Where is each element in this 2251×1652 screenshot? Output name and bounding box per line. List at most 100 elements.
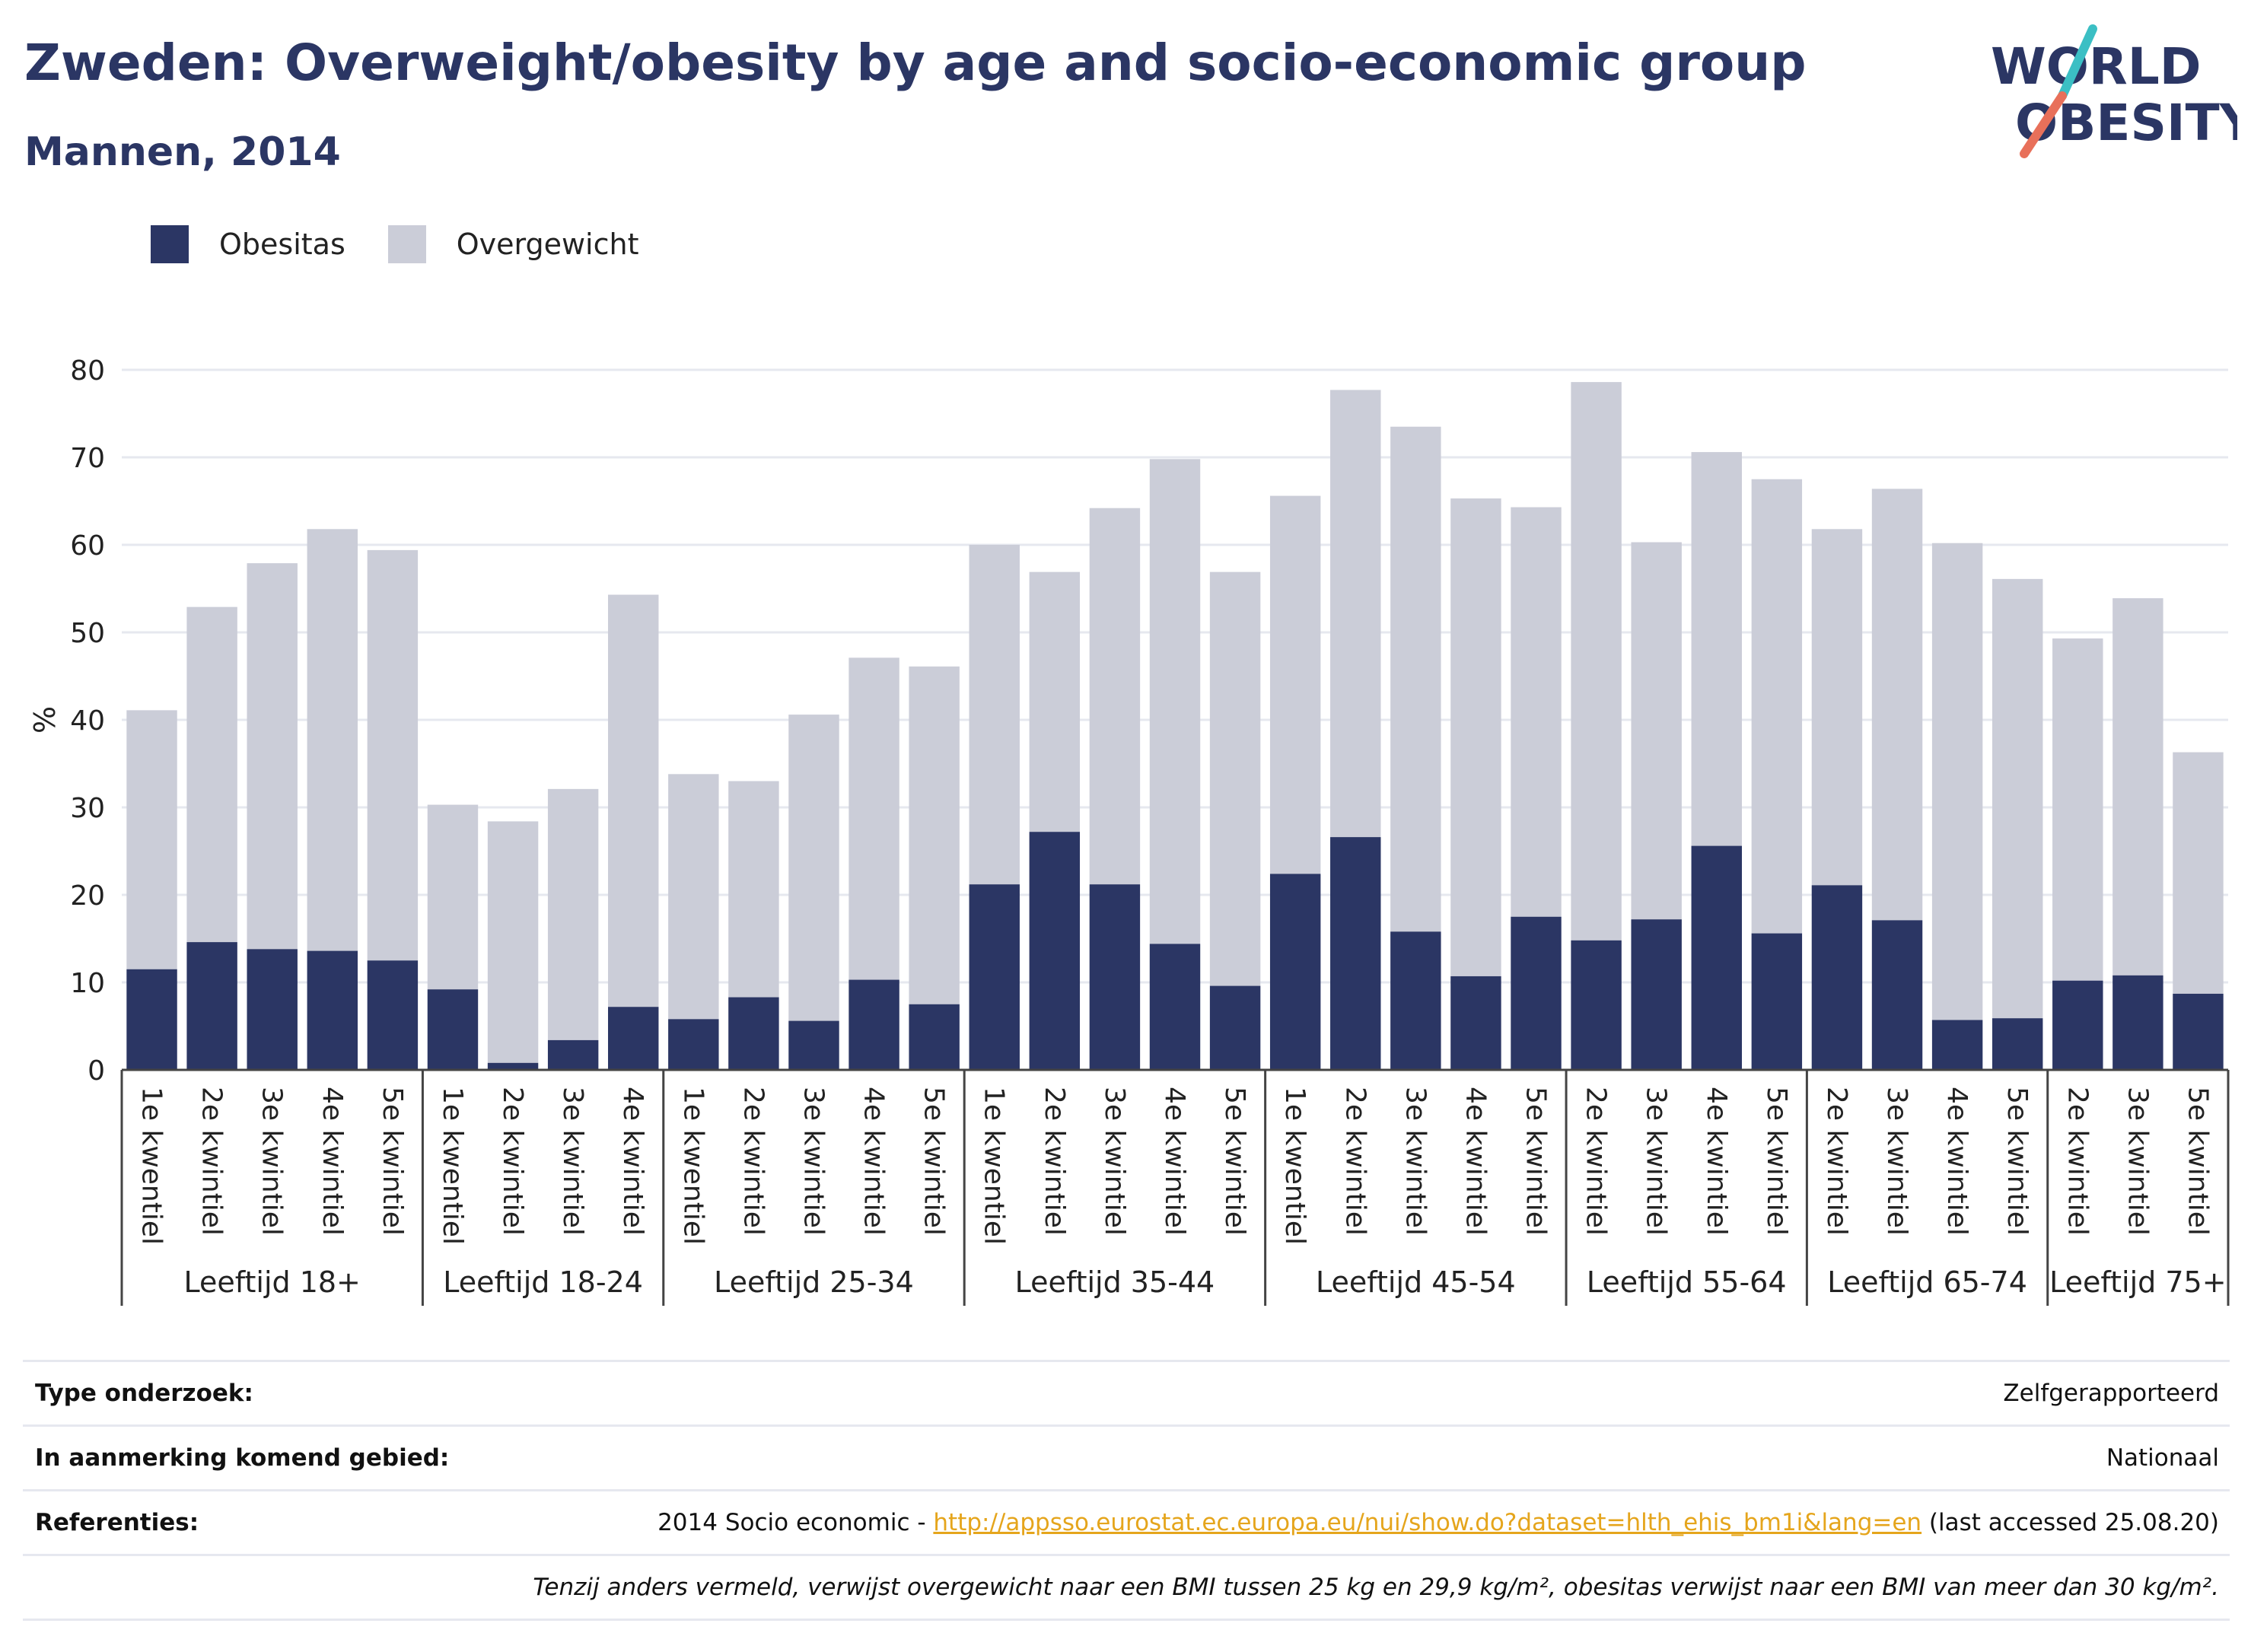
x-tick-label: 4e kwintiel — [1941, 1087, 1972, 1236]
bar-obesitas — [2173, 993, 2224, 1070]
info-row-references: Referenties: 2014 Socio economic - http:… — [23, 1489, 2230, 1554]
bar-overgewicht — [1631, 542, 1682, 920]
bar-obesitas — [1450, 976, 1501, 1070]
x-tick-label: 5e kwintiel — [1520, 1087, 1552, 1236]
x-tick-label: 4e kwintiel — [1701, 1087, 1732, 1236]
y-tick-label: 60 — [70, 530, 105, 562]
bar-obesitas — [969, 884, 1020, 1070]
info-label-type: Type onderzoek: — [35, 1380, 253, 1407]
x-tick-label: 5e kwintiel — [1761, 1087, 1792, 1236]
bar-obesitas — [788, 1020, 839, 1070]
bar-obesitas — [1269, 874, 1321, 1070]
x-tick-label: 5e kwintiel — [919, 1087, 950, 1236]
bar-obesitas — [1931, 1020, 1983, 1070]
legend-item-obesitas[interactable]: Obesitas — [151, 225, 345, 263]
group-label: Leeftijd 18-24 — [443, 1265, 643, 1299]
bar-overgewicht — [2173, 752, 2224, 994]
x-tick-label: 1e kwentiel — [677, 1087, 708, 1245]
y-tick-label: 70 — [70, 443, 105, 474]
y-tick-label: 80 — [70, 355, 105, 387]
bar-obesitas — [668, 1019, 719, 1070]
legend-label-obesitas: Obesitas — [219, 228, 345, 261]
y-tick-label: 40 — [70, 705, 105, 737]
bar-overgewicht — [186, 606, 237, 943]
x-tick-label: 2e kwintiel — [497, 1087, 528, 1236]
info-value-references: 2014 Socio economic - http://appsso.euro… — [657, 1509, 2230, 1536]
bar-obesitas — [247, 949, 298, 1070]
group-label: Leeftijd 75+ — [2049, 1265, 2226, 1299]
chart-title: Zweden: Overweight/obesity by age and so… — [24, 33, 1807, 92]
x-tick-label: 3e kwintiel — [557, 1087, 588, 1236]
x-tick-label: 1e kwentiel — [1279, 1087, 1310, 1245]
group-label: Leeftijd 35-44 — [1015, 1265, 1215, 1299]
bar-overgewicht — [1751, 479, 1803, 934]
bar-obesitas — [909, 1004, 960, 1070]
y-axis-label: % — [28, 706, 62, 734]
bar-overgewicht — [1811, 529, 1863, 886]
x-tick-label: 4e kwintiel — [1159, 1087, 1190, 1236]
bar-overgewicht — [2052, 638, 2103, 981]
bar-obesitas — [1631, 919, 1682, 1070]
bar-obesitas — [849, 979, 899, 1070]
bar-obesitas — [487, 1062, 539, 1070]
info-label-references: Referenties: — [35, 1509, 199, 1536]
bar-obesitas — [1992, 1018, 2043, 1070]
reference-link[interactable]: http://appsso.eurostat.ec.europa.eu/nui/… — [933, 1509, 1922, 1536]
x-tick-label: 1e kwentiel — [437, 1087, 468, 1245]
bar-obesitas — [1511, 916, 1562, 1070]
bar-overgewicht — [247, 563, 298, 950]
x-tick-label: 3e kwintiel — [1881, 1087, 1912, 1236]
legend-label-overgewicht: Overgewicht — [456, 228, 639, 261]
group-label: Leeftijd 65-74 — [1827, 1265, 2027, 1299]
x-tick-label: 2e kwintiel — [1581, 1087, 1612, 1236]
bar-overgewicht — [1450, 498, 1501, 976]
x-tick-label: 3e kwintiel — [256, 1087, 288, 1236]
x-tick-label: 4e kwintiel — [317, 1087, 348, 1236]
x-tick-label: 3e kwintiel — [1099, 1087, 1130, 1236]
legend-swatch-overgewicht — [387, 225, 426, 263]
bar-overgewicht — [1871, 489, 1923, 921]
x-tick-label: 4e kwintiel — [858, 1087, 890, 1236]
bar-overgewicht — [2113, 598, 2163, 976]
info-value-area: Nationaal — [2106, 1444, 2219, 1472]
info-row-note: Tenzij anders vermeld, verwijst overgewi… — [23, 1554, 2230, 1621]
bar-obesitas — [1330, 837, 1381, 1070]
bar-obesitas — [1089, 884, 1141, 1070]
bar-obesitas — [1390, 931, 1441, 1070]
bar-overgewicht — [1571, 382, 1622, 941]
bar-overgewicht — [1511, 507, 1562, 917]
info-table: Type onderzoek: Zelfgerapporteerd In aan… — [23, 1360, 2230, 1621]
x-tick-label: 3e kwintiel — [2122, 1087, 2153, 1236]
bar-obesitas — [307, 950, 358, 1070]
x-tick-label: 3e kwintiel — [798, 1087, 829, 1236]
bar-overgewicht — [668, 774, 719, 1020]
y-tick-label: 10 — [70, 968, 105, 999]
group-label: Leeftijd 25-34 — [714, 1265, 914, 1299]
info-value-type: Zelfgerapporteerd — [2003, 1380, 2219, 1407]
legend-item-overgewicht[interactable]: Overgewicht — [387, 225, 639, 263]
logo-text-world: WORLD — [1991, 37, 2202, 96]
x-tick-label: 5e kwintiel — [2001, 1087, 2033, 1236]
bar-overgewicht — [1269, 495, 1321, 874]
bar-obesitas — [1811, 885, 1863, 1070]
bar-obesitas — [1149, 944, 1201, 1070]
bar-obesitas — [547, 1039, 599, 1070]
bar-overgewicht — [547, 788, 599, 1040]
x-tick-label: 2e kwintiel — [1039, 1087, 1070, 1236]
x-tick-label: 1e kwentiel — [979, 1087, 1010, 1245]
bar-overgewicht — [1931, 543, 1983, 1020]
y-tick-label: 0 — [88, 1055, 105, 1087]
x-tick-label: 2e kwintiel — [1339, 1087, 1371, 1236]
bar-obesitas — [186, 942, 237, 1070]
bar-overgewicht — [1209, 571, 1261, 986]
bar-overgewicht — [608, 594, 659, 1007]
bar-obesitas — [608, 1007, 659, 1070]
bar-overgewicht — [367, 549, 419, 961]
x-tick-label: 5e kwintiel — [1219, 1087, 1250, 1236]
reference-prefix: 2014 Socio economic - — [657, 1509, 934, 1536]
x-tick-label: 2e kwintiel — [1821, 1087, 1852, 1236]
x-tick-label: 4e kwintiel — [617, 1087, 648, 1236]
bar-overgewicht — [1330, 390, 1381, 838]
reference-suffix: (last accessed 25.08.20) — [1921, 1509, 2219, 1536]
world-obesity-logo: WORLD OBESITY — [1991, 24, 2237, 158]
